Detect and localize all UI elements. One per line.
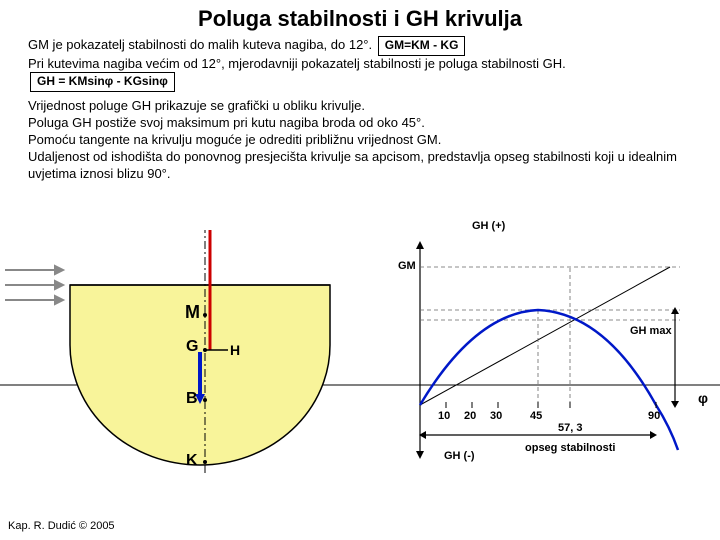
label-gh-minus: GH (-) [444, 450, 475, 462]
tick-573: 57, 3 [558, 422, 582, 434]
label-opseg: opseg stabilnosti [525, 442, 615, 454]
stability-chart [0, 230, 720, 540]
paragraph-2: Vrijednost poluge GH prikazuje se grafič… [0, 94, 720, 184]
label-gm: GM [398, 260, 416, 272]
para1-b: Pri kutevima nagiba većim od 12°, mjerod… [28, 56, 566, 71]
label-gh-max: GH max [630, 325, 672, 337]
formula-gh: GH = KMsinφ - KGsinφ [30, 72, 175, 92]
footer-copyright: Kap. R. Dudić © 2005 [8, 520, 115, 532]
tick-30: 30 [490, 410, 502, 422]
paragraph-1: GM je pokazatelj stabilnosti do malih ku… [0, 32, 720, 94]
tick-45: 45 [530, 410, 542, 422]
tick-90: 90 [648, 410, 660, 422]
tick-20: 20 [464, 410, 476, 422]
tick-10: 10 [438, 410, 450, 422]
label-gh-plus: GH (+) [472, 220, 505, 232]
diagram-area: M G H B K [0, 230, 720, 540]
page-title: Poluga stabilnosti i GH krivulja [0, 0, 720, 32]
label-phi: φ [698, 390, 708, 406]
formula-gm: GM=KM - KG [378, 36, 466, 56]
para1-a: GM je pokazatelj stabilnosti do malih ku… [28, 37, 372, 52]
